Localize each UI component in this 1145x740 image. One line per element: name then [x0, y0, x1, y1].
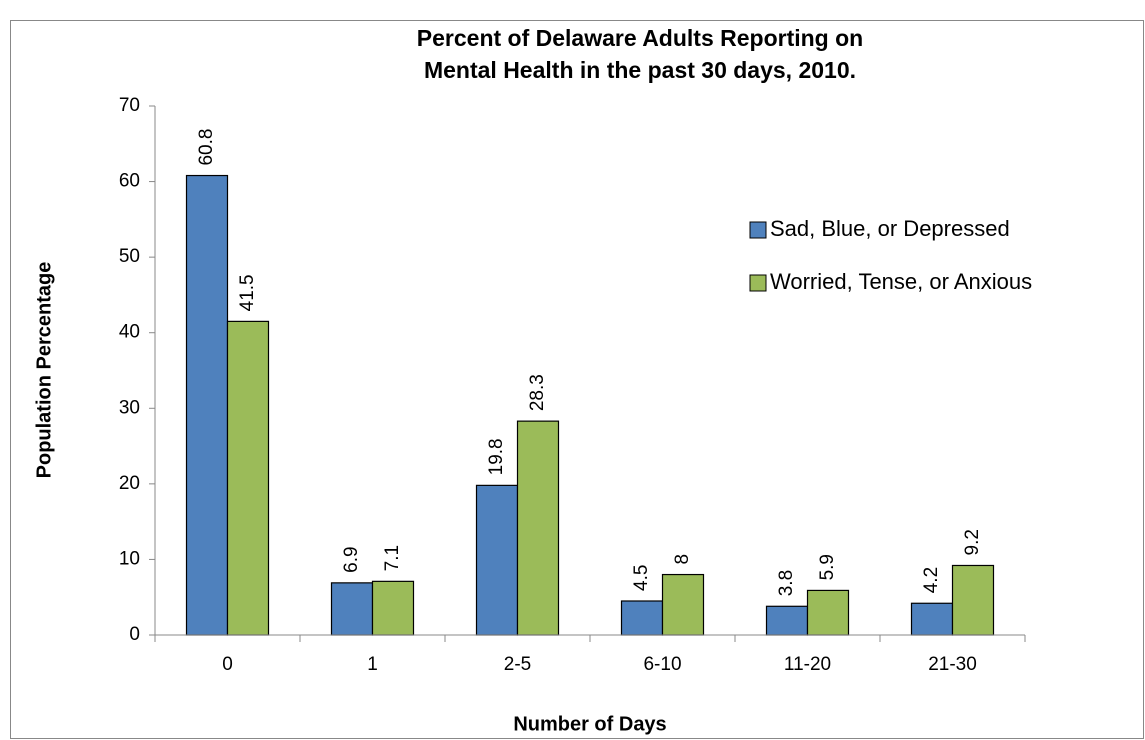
legend-swatch	[749, 221, 767, 239]
y-tick-label: 10	[119, 548, 140, 569]
bar	[330, 582, 374, 636]
bar	[185, 174, 229, 636]
bar	[806, 589, 850, 636]
data-label: 19.8	[486, 438, 507, 475]
bar	[661, 573, 705, 636]
y-tick-label: 50	[119, 246, 140, 267]
y-tick-label: 60	[119, 171, 140, 192]
y-axis-title: Population Percentage	[33, 262, 55, 479]
data-label: 41.5	[237, 274, 258, 311]
y-tick-label: 0	[129, 624, 140, 645]
data-label: 28.3	[527, 374, 548, 411]
data-label: 3.8	[776, 570, 797, 596]
bar	[620, 600, 664, 636]
x-tick-label: 1	[367, 654, 378, 675]
x-tick-label: 11-20	[784, 654, 831, 675]
data-label: 5.9	[817, 554, 838, 580]
x-tick-label: 6-10	[643, 654, 681, 675]
data-label: 8	[672, 554, 693, 565]
x-tick-label: 21-30	[928, 654, 977, 675]
data-label: 60.8	[196, 129, 217, 166]
chart-frame	[10, 20, 1144, 739]
data-label: 4.2	[921, 567, 942, 593]
y-tick-label: 30	[119, 397, 140, 418]
legend-swatch	[749, 274, 767, 292]
data-label: 7.1	[382, 545, 403, 571]
bar	[226, 320, 270, 636]
chart-title: Percent of Delaware Adults Reporting on	[417, 25, 863, 51]
legend-label: Worried, Tense, or Anxious	[770, 269, 1032, 294]
y-tick-label: 20	[119, 473, 140, 494]
y-tick-label: 40	[119, 322, 140, 343]
x-axis-title: Number of Days	[513, 713, 666, 735]
bar	[951, 564, 995, 636]
bar	[475, 484, 519, 636]
bar	[765, 605, 809, 636]
chart-title: Mental Health in the past 30 days, 2010.	[424, 57, 856, 83]
bar	[371, 580, 415, 636]
bar	[516, 420, 560, 636]
x-tick-label: 0	[222, 654, 233, 675]
data-label: 4.5	[631, 565, 652, 591]
legend-label: Sad, Blue, or Depressed	[770, 216, 1010, 241]
bar	[910, 602, 954, 636]
data-label: 9.2	[962, 529, 983, 555]
y-tick-label: 70	[119, 95, 140, 116]
x-tick-label: 2-5	[504, 654, 531, 675]
data-label: 6.9	[341, 546, 362, 572]
